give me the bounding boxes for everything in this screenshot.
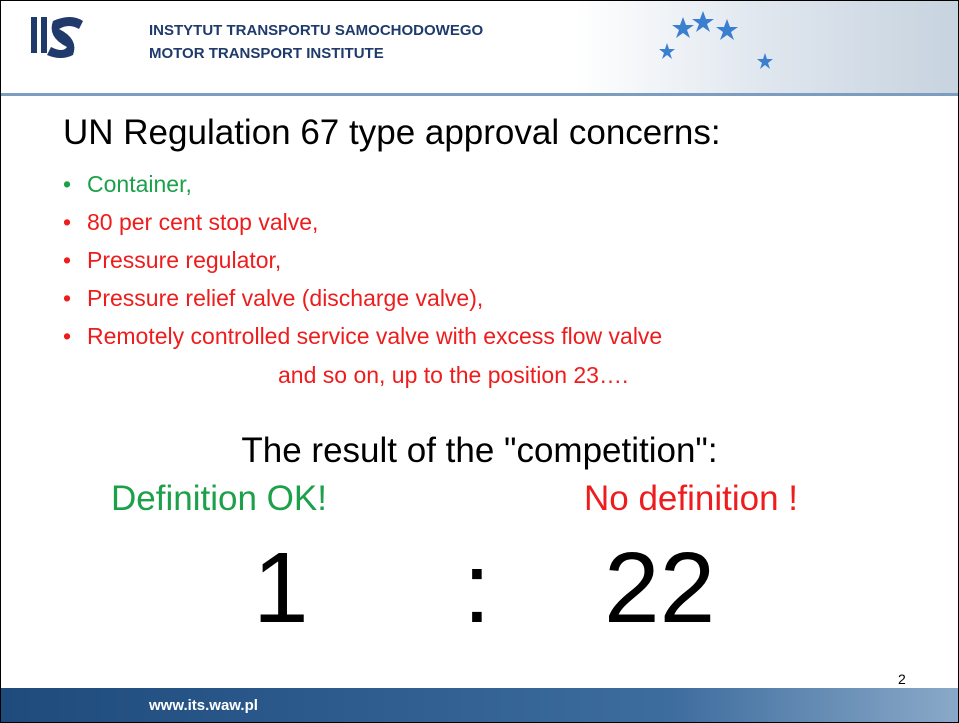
continuation: and so on, up to the position 23…. (278, 362, 628, 389)
header-line1: INSTYTUT TRANSPORTU SAMOCHODOWEGO (149, 22, 483, 39)
right-label: No definition ! (584, 479, 798, 519)
slide-title: UN Regulation 67 type approval concerns: (63, 113, 721, 153)
bullet-text: Pressure relief valve (discharge valve), (87, 285, 483, 311)
bullet: Container, (63, 171, 192, 198)
bullet-text: 80 per cent stop valve, (87, 209, 318, 235)
footer: www.its.waw.pl (1, 688, 958, 722)
bullet: Pressure relief valve (discharge valve), (63, 285, 483, 312)
bullet: Pressure regulator, (63, 247, 281, 274)
score-right: 22 (604, 531, 715, 646)
left-label: Definition OK! (111, 479, 327, 519)
page-number: 2 (898, 671, 906, 687)
score-left: 1 (253, 531, 309, 646)
bullet-text: Pressure regulator, (87, 247, 281, 273)
result-heading: The result of the "competition": (1, 431, 958, 471)
bullet: 80 per cent stop valve, (63, 209, 318, 236)
footer-url: www.its.waw.pl (149, 697, 258, 714)
slide: INSTYTUT TRANSPORTU SAMOCHODOWEGO MOTOR … (0, 0, 959, 723)
header-decoration (1, 1, 958, 93)
bullet-text: Container, (87, 171, 192, 197)
header: INSTYTUT TRANSPORTU SAMOCHODOWEGO MOTOR … (1, 1, 958, 96)
header-line2: MOTOR TRANSPORT INSTITUTE (149, 45, 384, 62)
bullet: Remotely controlled service valve with e… (63, 323, 662, 350)
score-separator: : (463, 531, 491, 646)
bullet-text: Remotely controlled service valve with e… (87, 323, 662, 349)
